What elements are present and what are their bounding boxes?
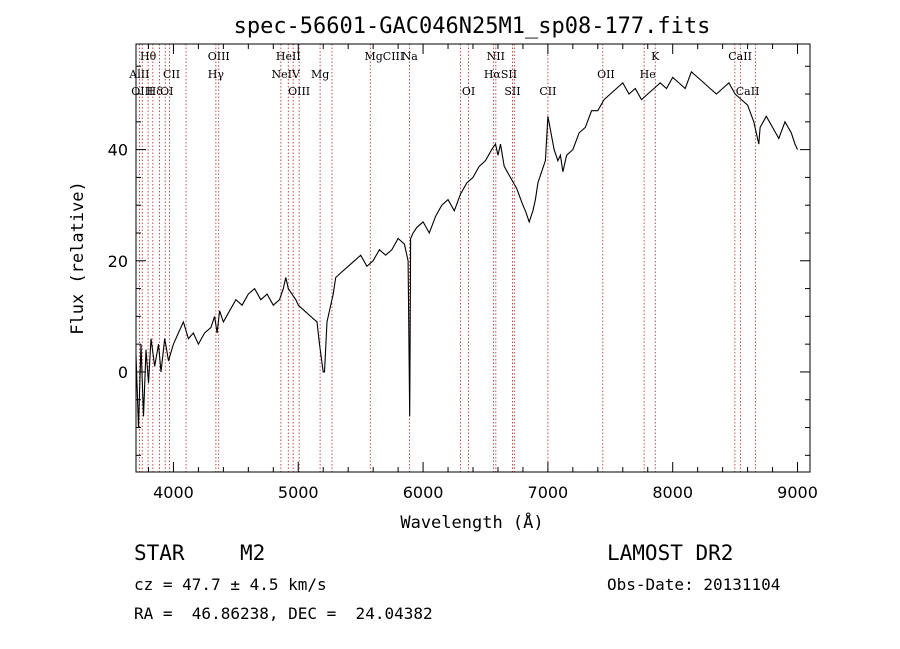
survey-name: LAMOST DR2 xyxy=(607,541,734,565)
spectral-line-label: Hγ xyxy=(208,68,225,81)
x-axis-label: Wavelength (Å) xyxy=(400,511,543,533)
spectrum-line xyxy=(135,70,799,428)
x-tick-label: 5000 xyxy=(278,483,319,502)
spectral-line-label: Mg xyxy=(311,68,329,81)
spectral-line-label: OIII xyxy=(131,85,153,98)
redshift-velocity: cz = 47.7 ± 4.5 km/s xyxy=(134,575,327,594)
observation-date: Obs-Date: 20131104 xyxy=(607,575,781,594)
ra-dec-coordinates: RA = 46.86238, DEC = 24.04382 xyxy=(134,604,433,623)
spectral-line-label: Hθ xyxy=(140,50,157,63)
spectral-line-label: He xyxy=(640,68,656,81)
x-tick-label: 9000 xyxy=(777,483,818,502)
spectral-line-label: NII xyxy=(487,50,505,63)
spectral-line-label: K xyxy=(651,50,660,63)
spectral-line-label: CII xyxy=(539,85,556,98)
spectral-line-label: HeII xyxy=(276,50,301,63)
spectral-line-label: MgCIII xyxy=(364,50,404,63)
spectral-line-label: CaII xyxy=(728,50,752,63)
spectral-line-label: Hδ xyxy=(147,85,164,98)
y-tick-label: 0 xyxy=(118,363,128,382)
y-axis-ticks: 0 20 40 xyxy=(108,65,810,456)
spectral-line-label: OI xyxy=(160,85,173,98)
y-tick-label: 40 xyxy=(108,141,128,160)
x-axis-ticks: 4000 5000 6000 7000 8000 9000 xyxy=(147,44,818,502)
spectral-line-label: Na xyxy=(402,50,419,63)
spectral-line-label: SII xyxy=(504,85,520,98)
object-subclass: M2 xyxy=(240,541,266,565)
y-axis-label: Flux (relative) xyxy=(68,181,88,335)
chart-title: spec-56601-GAC046N25M1_sp08-177.fits xyxy=(234,14,711,39)
spectral-line-label: OIII xyxy=(288,85,310,98)
object-class: STAR xyxy=(134,541,185,565)
x-tick-label: 8000 xyxy=(652,483,693,502)
spectral-line-label: OIII xyxy=(208,50,230,63)
x-tick-label: 6000 xyxy=(403,483,444,502)
x-tick-label: 4000 xyxy=(153,483,194,502)
spectral-line-label: OI xyxy=(462,85,475,98)
spectral-line-label: AlII xyxy=(128,68,149,81)
spectral-line-label: OII xyxy=(597,68,615,81)
x-tick-label: 7000 xyxy=(528,483,569,502)
spectral-marker-lines xyxy=(138,44,756,472)
spectral-line-label: CaII xyxy=(736,85,760,98)
spectral-line-label: HαSII xyxy=(484,68,517,81)
spectral-line-label: NeIV xyxy=(272,68,301,81)
spectral-line-label: CII xyxy=(163,68,180,81)
y-tick-label: 20 xyxy=(108,252,128,271)
plot-frame xyxy=(135,43,811,473)
